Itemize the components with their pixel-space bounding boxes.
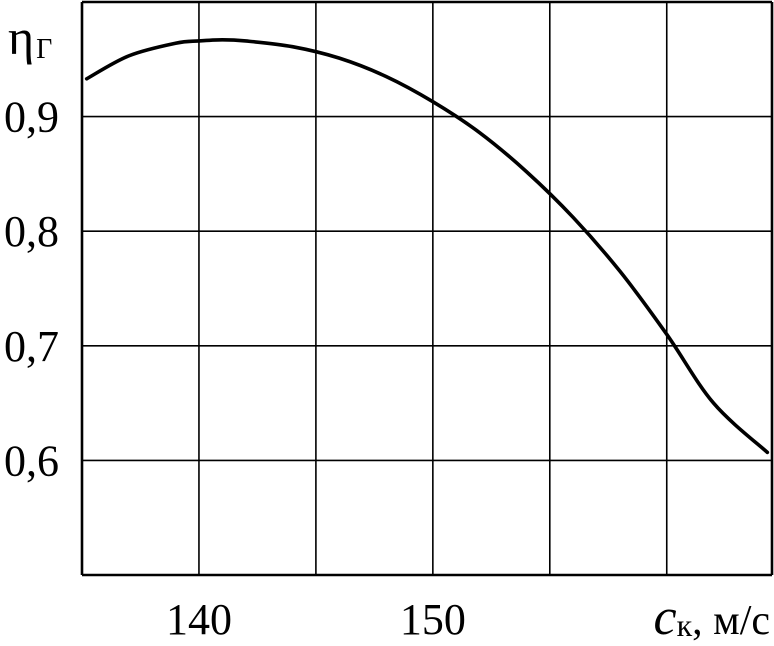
y-axis-symbol: η: [8, 9, 34, 65]
y-tick-label: 0,6: [4, 436, 59, 485]
grid-lines: [82, 2, 772, 575]
x-axis-label: cк, м/с: [653, 589, 770, 646]
x-axis-unit: , м/с: [692, 598, 770, 644]
tick-labels: 0,6 0,7 0,8 0,9 140 150: [4, 93, 466, 644]
y-tick-label: 0,9: [4, 93, 59, 142]
x-tick-label: 150: [400, 595, 466, 644]
x-axis-subscript: к: [677, 607, 693, 643]
series-line-0: [84, 38, 770, 455]
x-axis-symbol: c: [653, 589, 676, 646]
y-tick-label: 0,8: [4, 207, 59, 256]
plot-frame: [80, 0, 774, 577]
y-tick-label: 0,7: [4, 322, 59, 371]
y-axis-subscript: Г: [36, 34, 52, 65]
y-axis-label: ηГ: [8, 9, 52, 65]
series-layer: [84, 38, 770, 455]
x-tick-label: 140: [166, 595, 232, 644]
